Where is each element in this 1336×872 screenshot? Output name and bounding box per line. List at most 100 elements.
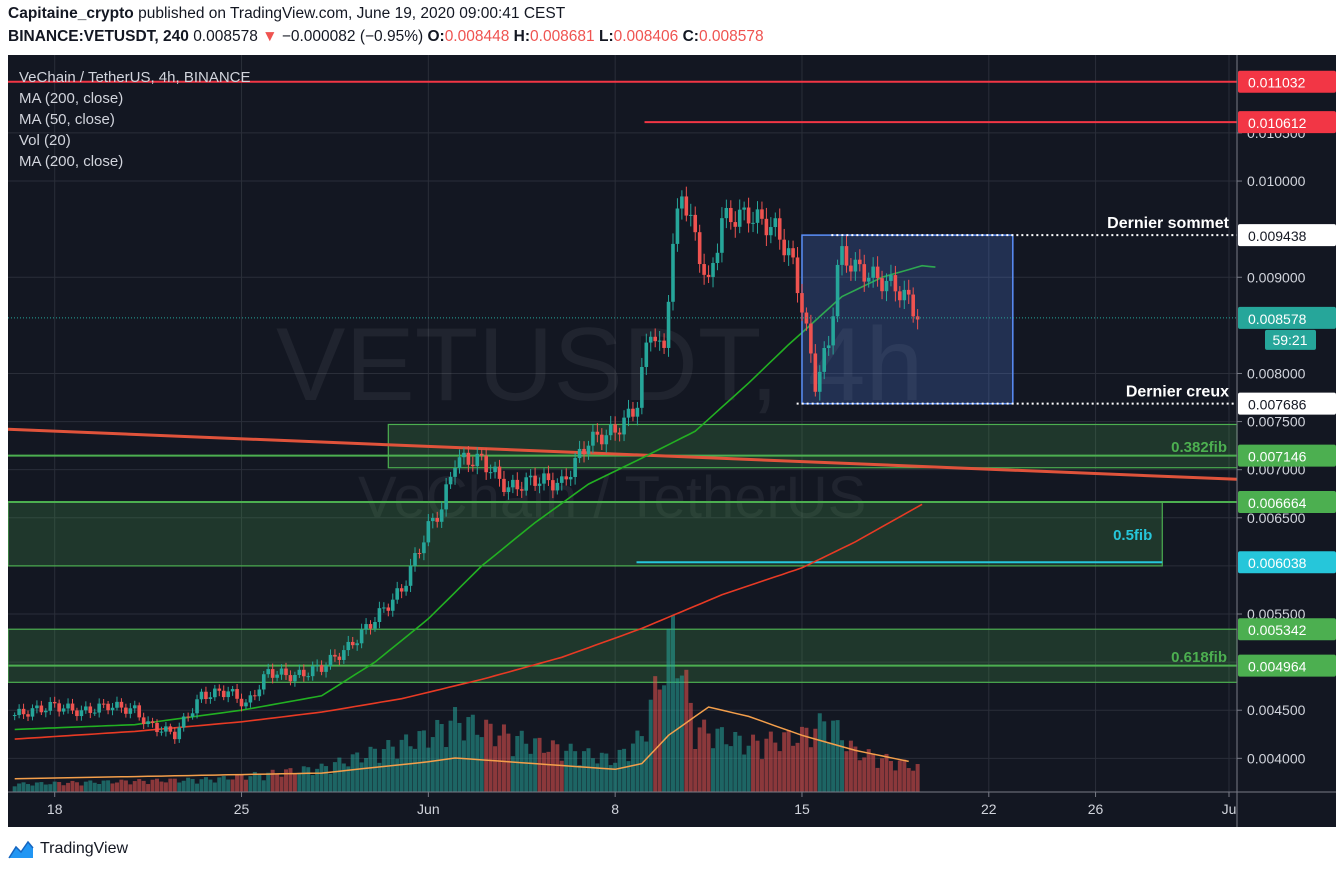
legend-volume-ma[interactable]: MA (200, close) <box>19 153 124 170</box>
candle-body <box>631 408 635 417</box>
volume-bar <box>155 778 160 792</box>
volume-bar <box>341 763 346 792</box>
volume-bar <box>586 748 591 792</box>
volume-bar <box>897 760 902 792</box>
volume-bar <box>679 675 684 792</box>
volume-bar <box>755 740 760 792</box>
candle-body <box>97 703 101 713</box>
volume-bar <box>159 781 164 792</box>
volume-bar <box>26 784 31 792</box>
candle-body <box>444 484 448 510</box>
candle-body <box>208 697 213 700</box>
candle-body <box>44 710 48 713</box>
volume-bar <box>786 729 791 792</box>
price-tick-label: 0.004000 <box>1247 750 1306 766</box>
volume-bar <box>212 782 217 792</box>
candle-body <box>822 348 827 372</box>
level-label-1: Dernier creux <box>1126 384 1229 401</box>
volume-bar <box>644 741 649 792</box>
candle-body <box>39 705 44 713</box>
volume-bar <box>328 773 333 792</box>
volume-bar <box>528 753 533 792</box>
candle-body <box>266 669 271 675</box>
volume-bar <box>119 779 124 792</box>
volume-bar <box>372 748 377 792</box>
volume-bar <box>453 707 458 792</box>
published-text: published on TradingView.com, June 19, 2… <box>138 5 566 22</box>
candle-body <box>315 665 319 667</box>
volume-bar <box>604 753 609 792</box>
legend-ma200[interactable]: MA (200, close) <box>19 90 124 107</box>
candle-body <box>546 473 551 481</box>
candle-body <box>132 705 137 709</box>
candle-body <box>368 624 373 629</box>
volume-bar <box>57 782 62 792</box>
candle-body <box>195 699 199 714</box>
volume-bar <box>137 779 142 792</box>
volume-bar <box>390 746 395 792</box>
candle-body <box>75 710 79 717</box>
chart-legend: VeChain / TetherUS, 4h, BINANCE MA (200,… <box>19 67 251 172</box>
candle-body <box>177 727 182 740</box>
volume-bar <box>670 615 675 792</box>
candle-body <box>457 457 462 469</box>
price-label-text: 0.011032 <box>1248 75 1306 91</box>
legend-ma50[interactable]: MA (50, close) <box>19 111 115 128</box>
candle-body <box>48 701 53 711</box>
volume-bar <box>368 746 373 792</box>
candle-body <box>791 248 795 258</box>
volume-bar <box>831 720 836 792</box>
volume-bar <box>657 689 662 792</box>
fib-label-0.5fib: 0.5fib <box>1113 527 1152 544</box>
candle-body <box>373 621 377 629</box>
candle-body <box>715 252 720 264</box>
candle-body <box>644 342 649 367</box>
chart-panel[interactable]: VETUSDT, 4h VeChain / TetherUS 0.382fib 0.5… <box>8 55 1336 827</box>
legend-volume[interactable]: Vol (20) <box>19 132 71 149</box>
volume-bar <box>626 761 631 792</box>
volume-bar <box>475 734 480 792</box>
volume-bar <box>688 702 693 792</box>
volume-bar <box>533 738 538 792</box>
volume-bar <box>737 735 742 792</box>
volume-bar <box>243 779 248 792</box>
candle-body <box>270 669 275 678</box>
candle-body <box>128 708 133 714</box>
volume-bar <box>573 751 578 792</box>
candle-body <box>835 264 840 317</box>
volume-bar <box>875 767 880 792</box>
candle-body <box>524 477 528 491</box>
candle-body <box>235 689 239 699</box>
candle-body <box>61 708 66 712</box>
volume-bar <box>34 782 39 792</box>
candle-body <box>613 424 617 433</box>
volume-bar <box>835 720 840 792</box>
candle-body <box>680 196 684 209</box>
candle-body <box>248 695 253 703</box>
candle-body <box>150 721 155 724</box>
candle-body <box>66 703 70 709</box>
volume-bar <box>70 780 75 792</box>
price-label-text: 0.006664 <box>1248 495 1307 511</box>
volume-bar <box>235 774 240 792</box>
volume-bar <box>132 781 137 792</box>
tradingview-logo-icon <box>8 840 34 859</box>
publisher-name[interactable]: Capitaine_crypto <box>8 5 134 22</box>
candle-body <box>79 710 84 717</box>
volume-bar <box>275 773 280 792</box>
volume-bar <box>404 734 409 792</box>
volume-bar <box>524 743 529 792</box>
candle-body <box>875 266 880 279</box>
volume-bar <box>711 748 716 792</box>
volume-bar <box>915 764 920 792</box>
volume-bar <box>653 676 658 792</box>
tradingview-brand[interactable]: TradingView <box>8 838 128 860</box>
volume-bar <box>43 784 48 792</box>
volume-bar <box>444 747 449 792</box>
volume-bar <box>110 783 115 792</box>
candle-body <box>800 293 804 313</box>
candle-body <box>221 690 226 698</box>
trendline <box>8 427 1238 481</box>
volume-bar <box>497 735 502 792</box>
